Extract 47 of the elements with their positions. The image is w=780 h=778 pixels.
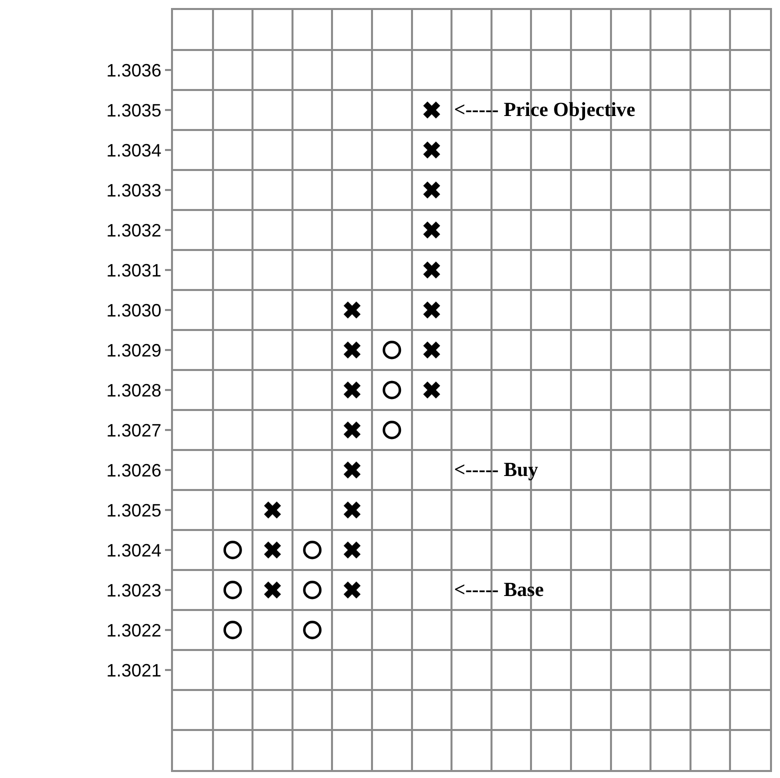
y-tick-label: 1.3031 bbox=[106, 260, 162, 280]
point bbox=[382, 340, 402, 360]
point bbox=[223, 540, 242, 560]
point bbox=[382, 380, 402, 400]
point bbox=[423, 142, 440, 158]
y-tick-label: 1.3030 bbox=[106, 300, 162, 320]
point bbox=[344, 502, 361, 518]
point bbox=[423, 302, 440, 318]
y-tick-label: 1.3035 bbox=[106, 100, 162, 120]
y-tick-label: 1.3034 bbox=[106, 140, 162, 160]
y-tick-label: 1.3024 bbox=[106, 540, 162, 560]
point bbox=[303, 580, 322, 600]
point bbox=[303, 620, 322, 640]
point bbox=[223, 620, 242, 640]
point bbox=[344, 342, 361, 358]
point bbox=[264, 542, 281, 558]
point bbox=[423, 262, 440, 278]
point bbox=[344, 382, 361, 398]
point bbox=[423, 342, 440, 358]
point bbox=[344, 542, 361, 558]
annotation: <----- Price Objective bbox=[454, 99, 636, 121]
point bbox=[264, 502, 281, 518]
point bbox=[344, 462, 361, 478]
y-tick-label: 1.3027 bbox=[106, 420, 162, 440]
y-tick-label: 1.3032 bbox=[106, 220, 162, 240]
point bbox=[344, 582, 361, 598]
y-tick-label: 1.3023 bbox=[106, 580, 162, 600]
annotation: <----- Base bbox=[454, 579, 544, 601]
y-tick-label: 1.3022 bbox=[106, 620, 162, 640]
point bbox=[423, 102, 440, 118]
y-tick-label: 1.3021 bbox=[106, 660, 162, 680]
y-tick-label: 1.3026 bbox=[106, 460, 162, 480]
point bbox=[423, 182, 440, 198]
point bbox=[344, 302, 361, 318]
point bbox=[264, 582, 281, 598]
point bbox=[223, 580, 242, 600]
y-tick-label: 1.3036 bbox=[106, 60, 162, 80]
y-tick-label: 1.3033 bbox=[106, 180, 162, 200]
y-tick-label: 1.3028 bbox=[106, 380, 162, 400]
y-tick-label: 1.3025 bbox=[106, 500, 162, 520]
point bbox=[423, 222, 440, 238]
annotation: <----- Buy bbox=[454, 459, 538, 481]
point bbox=[303, 540, 322, 560]
point bbox=[382, 420, 402, 440]
point bbox=[423, 382, 440, 398]
point bbox=[344, 422, 361, 438]
y-tick-label: 1.3029 bbox=[106, 340, 162, 360]
